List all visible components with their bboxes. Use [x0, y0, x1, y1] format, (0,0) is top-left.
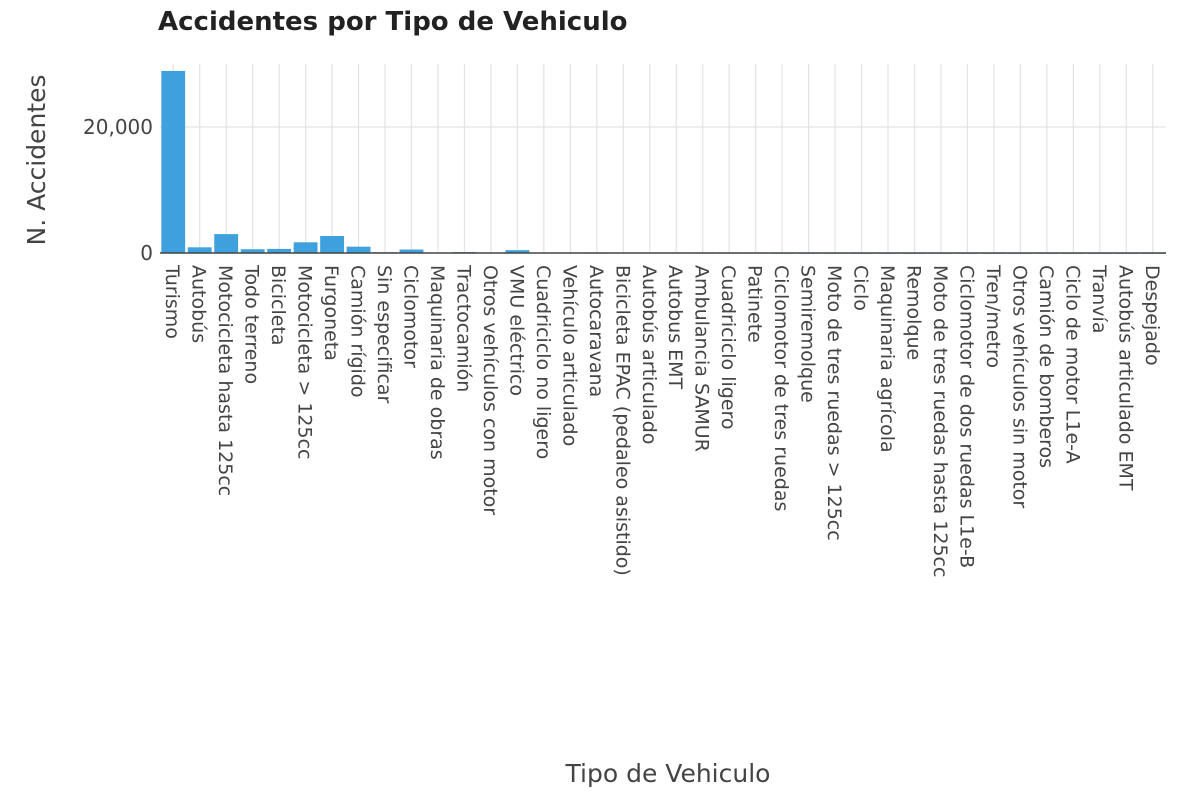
- x-tick-label: Bicicleta EPAC (pedaleo asistido): [611, 265, 633, 576]
- gridlines: [160, 64, 1166, 253]
- x-tick-label: Otros vehículos sin motor: [1008, 265, 1030, 508]
- x-tick-label: Semiremolque: [797, 265, 819, 403]
- x-tick-label: Moto de tres ruedas > 125cc: [823, 265, 845, 541]
- x-tick-label: Bicicleta: [267, 265, 289, 346]
- x-tick-label: Motocicleta hasta 125cc: [214, 265, 236, 496]
- bar[interactable]: [505, 250, 530, 253]
- chart-title: Accidentes por Tipo de Vehiculo: [158, 7, 627, 37]
- x-axis-title: Tipo de Vehiculo: [565, 759, 771, 788]
- bar[interactable]: [214, 234, 239, 253]
- x-tick-label: Ciclo: [850, 265, 872, 311]
- x-tick-label: Maquinaria de obras: [426, 265, 448, 460]
- x-tick-label: Remolque: [903, 265, 925, 360]
- x-tick-label: Ciclo de motor L1e-A: [1061, 265, 1083, 464]
- x-tick-label: Sin especificar: [373, 265, 395, 404]
- x-tick-label: Camión de bomberos: [1035, 265, 1057, 468]
- bars: [161, 70, 1165, 254]
- x-tick-label: Otros vehículos con motor: [479, 265, 501, 515]
- x-tick-label: Tren/metro: [982, 264, 1004, 368]
- y-tick-label: 20,000: [83, 115, 153, 139]
- y-tick-label: 0: [140, 241, 153, 265]
- x-tick-label: Ciclomotor de dos ruedas L1e-B: [955, 265, 977, 568]
- x-tick-label: Moto de tres ruedas hasta 125cc: [929, 265, 951, 577]
- bar[interactable]: [293, 242, 318, 253]
- x-tick-label: Todo terreno: [241, 264, 263, 384]
- x-tick-label: Motocicleta > 125cc: [294, 265, 316, 459]
- x-tick-label: Ambulancia SAMUR: [691, 265, 713, 452]
- x-tick-label: Ciclomotor: [400, 265, 422, 368]
- x-tick-label: Patinete: [744, 265, 766, 343]
- bar[interactable]: [240, 249, 265, 253]
- x-tick-label: Autobús: [188, 265, 210, 343]
- bar[interactable]: [320, 235, 344, 253]
- x-tick-label: Autocaravana: [585, 265, 607, 397]
- x-tick-label: Vehículo articulado: [558, 265, 580, 446]
- x-tick-label: Tranvía: [1088, 264, 1110, 333]
- x-tick-label: Autobús articulado EMT: [1114, 265, 1136, 491]
- x-tick-label: Maquinaria agrícola: [876, 265, 898, 453]
- bar[interactable]: [187, 247, 212, 253]
- y-tick-labels: 0 20,000: [83, 115, 153, 265]
- x-tick-label: Ciclomotor de tres ruedas: [770, 265, 792, 511]
- y-axis-title: N. Accidentes: [22, 75, 51, 246]
- x-tick-label: Autobús articulado: [638, 265, 660, 444]
- bar[interactable]: [346, 246, 371, 253]
- x-tick-label: Camión rígido: [347, 265, 369, 398]
- bar[interactable]: [399, 249, 424, 253]
- x-tick-label: VMU eléctrico: [505, 265, 527, 396]
- x-tick-label: Cuadriciclo ligero: [717, 265, 739, 430]
- x-tick-label: Tractocamión: [452, 264, 474, 392]
- x-tick-label: Autobus EMT: [664, 265, 686, 390]
- x-tick-label: Furgoneta: [320, 265, 342, 361]
- bar[interactable]: [161, 70, 186, 254]
- x-tick-label: Turismo: [161, 264, 183, 339]
- bar[interactable]: [267, 248, 292, 253]
- x-tick-label: Cuadriciclo no ligero: [532, 265, 554, 459]
- x-tick-labels: Turismo Autobús Motocicleta hasta 125cc Tod…: [161, 264, 1163, 577]
- x-tick-label: Despejado: [1141, 265, 1163, 366]
